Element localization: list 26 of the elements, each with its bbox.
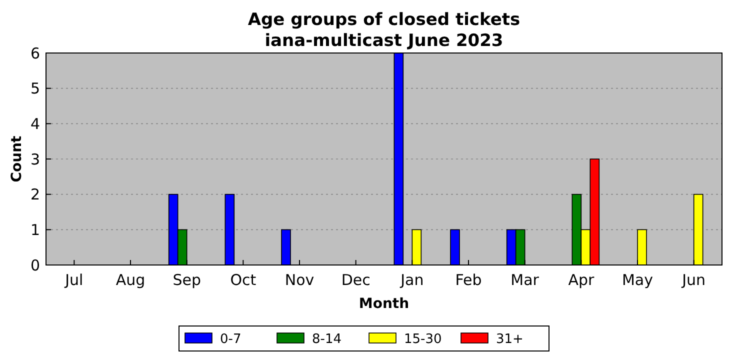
y-tick-label: 1 (30, 220, 40, 239)
y-tick-label: 4 (30, 114, 40, 133)
legend-label: 31+ (496, 332, 524, 347)
x-axis-title: Month (358, 296, 410, 312)
x-tick-label: Nov (284, 271, 314, 289)
x-tick-label: Apr (568, 271, 595, 289)
x-tick-label: Oct (230, 271, 256, 289)
legend-label: 0-7 (220, 332, 242, 347)
y-tick-label: 6 (30, 44, 40, 62)
x-tick-label: Jan (400, 271, 424, 289)
x-tick-label: Jun (681, 271, 706, 289)
y-tick-label: 0 (30, 256, 40, 274)
y-tick-label: 5 (30, 80, 40, 98)
legend-label: 15-30 (404, 332, 442, 347)
legend-label: 8-14 (312, 332, 342, 347)
y-tick-label: 3 (30, 150, 40, 168)
y-axis-title: Count (9, 135, 25, 182)
x-tick-label: Feb (455, 271, 482, 289)
y-tick-label: 2 (30, 186, 40, 204)
chart-title: Age groups of closed tickets iana-multicast June 2023 (248, 10, 520, 51)
x-tick-label: May (622, 271, 654, 289)
x-tick-label: Sep (172, 271, 201, 289)
x-tick-label: Aug (116, 271, 146, 289)
x-tick-label: Jul (64, 271, 84, 289)
x-tick-label: Mar (510, 271, 540, 289)
x-tick-label: Dec (341, 271, 370, 289)
